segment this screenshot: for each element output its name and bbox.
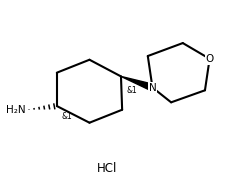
Text: &1: &1	[61, 112, 72, 121]
Text: &1: &1	[127, 86, 138, 95]
Text: HCl: HCl	[97, 162, 117, 175]
Text: N: N	[149, 83, 156, 92]
Polygon shape	[121, 76, 154, 91]
Text: O: O	[206, 54, 214, 64]
Text: H₂N: H₂N	[6, 105, 25, 115]
